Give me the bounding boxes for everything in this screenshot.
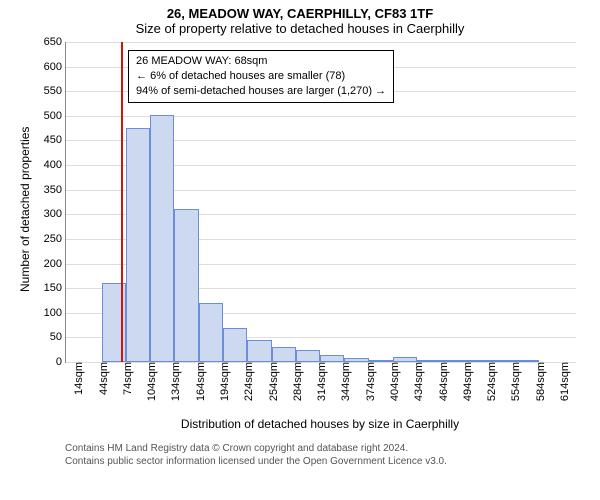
annotation-smaller: ← 6% of detached houses are smaller (78): [136, 69, 386, 84]
histogram-bar: [126, 128, 150, 362]
attribution-footer: Contains HM Land Registry data © Crown c…: [65, 442, 447, 468]
xtick-label: 74sqm: [118, 362, 134, 395]
xtick-label: 104sqm: [142, 362, 158, 401]
gridline: [66, 116, 576, 117]
xtick-label: 434sqm: [409, 362, 425, 401]
xtick-label: 614sqm: [555, 362, 571, 401]
ytick-label: 350: [44, 184, 66, 196]
xtick-label: 194sqm: [215, 362, 231, 401]
x-axis-label: Distribution of detached houses by size …: [181, 417, 459, 431]
histogram-bar: [393, 357, 417, 362]
xtick-label: 584sqm: [531, 362, 547, 401]
ytick-label: 450: [44, 134, 66, 146]
chart-title: 26, MEADOW WAY, CAERPHILLY, CF83 1TF Siz…: [0, 0, 600, 36]
ytick-label: 400: [44, 159, 66, 171]
xtick-label: 224sqm: [239, 362, 255, 401]
xtick-label: 344sqm: [336, 362, 352, 401]
annotation-property: 26 MEADOW WAY: 68sqm: [136, 54, 386, 69]
histogram-bar: [369, 360, 393, 362]
ytick-label: 500: [44, 110, 66, 122]
xtick-label: 314sqm: [312, 362, 328, 401]
histogram-bar: [223, 328, 247, 362]
xtick-label: 524sqm: [482, 362, 498, 401]
ytick-label: 0: [56, 356, 66, 368]
xtick-label: 164sqm: [191, 362, 207, 401]
annotation-box: 26 MEADOW WAY: 68sqm ← 6% of detached ho…: [128, 50, 394, 103]
footer-line-2: Contains public sector information licen…: [65, 455, 447, 468]
xtick-label: 374sqm: [361, 362, 377, 401]
reference-line: [121, 42, 123, 362]
histogram-bar: [442, 360, 466, 362]
xtick-label: 14sqm: [69, 362, 85, 395]
xtick-label: 254sqm: [264, 362, 280, 401]
annotation-larger: 94% of semi-detached houses are larger (…: [136, 84, 386, 99]
y-axis-label: Number of detached properties: [18, 127, 32, 292]
histogram-bar: [174, 209, 198, 362]
ytick-label: 250: [44, 233, 66, 245]
histogram-bar: [296, 350, 320, 362]
histogram-bar: [344, 358, 368, 362]
ytick-label: 50: [50, 331, 66, 343]
ytick-label: 650: [44, 36, 66, 48]
xtick-label: 464sqm: [434, 362, 450, 401]
histogram-bar: [490, 360, 514, 362]
ytick-label: 300: [44, 208, 66, 220]
histogram-bar: [247, 340, 271, 362]
ytick-label: 150: [44, 282, 66, 294]
xtick-label: 554sqm: [506, 362, 522, 401]
histogram-bar: [466, 360, 490, 362]
histogram-bar: [417, 360, 441, 362]
histogram-bar: [320, 355, 344, 362]
histogram-bar: [150, 115, 174, 362]
ytick-label: 100: [44, 307, 66, 319]
ytick-label: 600: [44, 61, 66, 73]
subtitle-line: Size of property relative to detached ho…: [0, 21, 600, 36]
gridline: [66, 42, 576, 43]
address-line: 26, MEADOW WAY, CAERPHILLY, CF83 1TF: [0, 6, 600, 21]
xtick-label: 44sqm: [94, 362, 110, 395]
xtick-label: 284sqm: [288, 362, 304, 401]
xtick-label: 404sqm: [385, 362, 401, 401]
ytick-label: 200: [44, 258, 66, 270]
histogram-bar: [272, 347, 296, 362]
xtick-label: 494sqm: [458, 362, 474, 401]
xtick-label: 134sqm: [166, 362, 182, 401]
footer-line-1: Contains HM Land Registry data © Crown c…: [65, 442, 447, 455]
histogram-bar: [514, 360, 538, 362]
ytick-label: 550: [44, 85, 66, 97]
histogram-bar: [199, 303, 223, 362]
